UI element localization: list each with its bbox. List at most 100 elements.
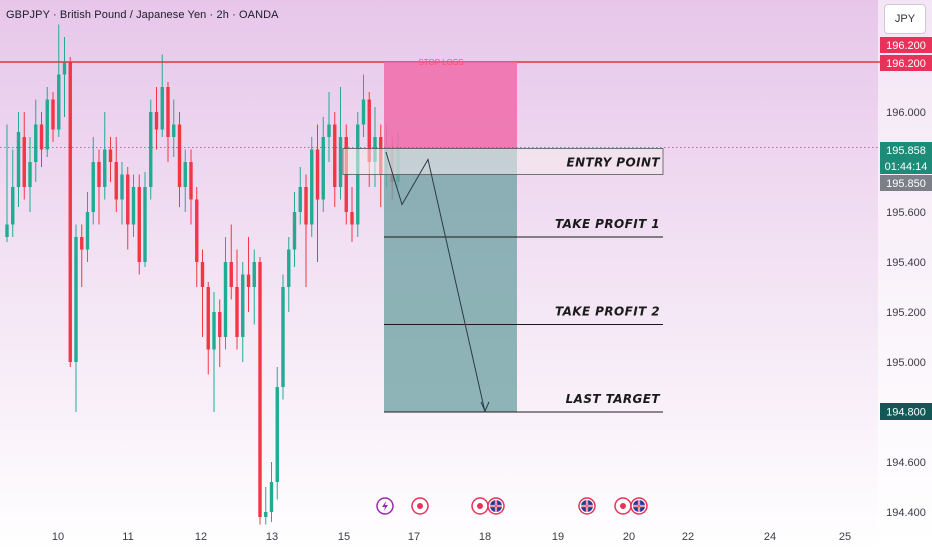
time-tick-label: 24 bbox=[764, 531, 776, 543]
price-tick-label: 195.600 bbox=[886, 207, 926, 219]
candle-body bbox=[206, 287, 210, 350]
candle-body bbox=[292, 212, 297, 250]
candle-series bbox=[5, 24, 400, 525]
candle-body bbox=[166, 87, 170, 137]
currency-button[interactable]: JPY bbox=[884, 4, 926, 34]
time-tick-label: 13 bbox=[266, 531, 278, 543]
current-price-tag-bg[interactable] bbox=[880, 142, 932, 158]
current-price-tag[interactable]: 195.858 bbox=[886, 145, 926, 157]
take-profit-1-label: TAKE PROFIT 1 bbox=[555, 217, 660, 231]
candle-body bbox=[160, 87, 164, 130]
symbol-title[interactable]: GBPJPY · British Pound / Japanese Yen · … bbox=[6, 9, 279, 21]
price-tick-label: 195.200 bbox=[886, 307, 926, 319]
resistance-price-tag-1-bg[interactable] bbox=[880, 37, 932, 53]
candle-body bbox=[114, 162, 118, 200]
candle-body bbox=[5, 224, 9, 237]
candle-body bbox=[108, 149, 113, 162]
candle-body bbox=[62, 62, 67, 75]
candle-body bbox=[68, 62, 72, 362]
candle-body bbox=[91, 162, 95, 212]
candle-body bbox=[131, 187, 136, 225]
candle-body bbox=[235, 287, 239, 337]
candle-body bbox=[281, 287, 285, 387]
price-tick-label: 194.400 bbox=[886, 507, 926, 519]
time-tick-label: 11 bbox=[122, 531, 133, 543]
candle-body bbox=[310, 149, 314, 225]
event-markers[interactable] bbox=[376, 497, 648, 515]
candle-body bbox=[229, 262, 233, 287]
candle-body bbox=[338, 137, 343, 187]
candle-body bbox=[137, 187, 141, 262]
bar-countdown-tag-bg[interactable] bbox=[880, 158, 932, 174]
candle-body bbox=[264, 512, 268, 517]
candle-body bbox=[126, 174, 130, 225]
candle-body bbox=[80, 237, 84, 250]
candle-body bbox=[34, 124, 38, 162]
candle-body bbox=[74, 237, 78, 362]
time-tick-label: 15 bbox=[338, 531, 350, 543]
last-target-label: LAST TARGET bbox=[566, 392, 661, 406]
last-target-price-tag-bg[interactable] bbox=[880, 403, 932, 420]
candle-body bbox=[333, 124, 337, 187]
resistance-price-tag-2-bg[interactable] bbox=[880, 55, 932, 71]
entry-price-tag-bg[interactable] bbox=[880, 175, 932, 191]
bar-countdown-tag[interactable]: 01:44:14 bbox=[885, 161, 928, 173]
candle-body bbox=[212, 312, 216, 350]
candle-body bbox=[361, 99, 366, 125]
target-zone bbox=[384, 149, 517, 412]
price-axis-panel[interactable] bbox=[878, 0, 932, 550]
candle-body bbox=[149, 112, 153, 187]
candle-body bbox=[258, 262, 262, 517]
candle-body bbox=[177, 124, 182, 187]
candle-body bbox=[11, 187, 15, 225]
candle-body bbox=[195, 199, 199, 262]
time-tick-label: 19 bbox=[552, 531, 564, 543]
time-axis[interactable]: 10 11 12 13 15 17 18 19 20 22 24 25 bbox=[52, 531, 851, 543]
last-target-price-tag[interactable]: 194.800 bbox=[886, 407, 926, 419]
price-tick-label: 195.000 bbox=[886, 357, 926, 369]
candle-body bbox=[298, 187, 302, 212]
time-tick-label: 25 bbox=[839, 531, 851, 543]
candle-body bbox=[246, 274, 251, 287]
time-tick-label: 17 bbox=[408, 531, 420, 543]
candle-body bbox=[45, 99, 49, 150]
candle-body bbox=[350, 212, 354, 225]
candle-body bbox=[120, 174, 124, 200]
candle-body bbox=[22, 137, 26, 187]
time-tick-label: 20 bbox=[623, 531, 635, 543]
time-tick-label: 18 bbox=[479, 531, 491, 543]
candle-body bbox=[200, 262, 205, 287]
lightning-glyph bbox=[382, 501, 388, 511]
candle-body bbox=[287, 249, 291, 287]
candle-body bbox=[367, 99, 371, 162]
candle-body bbox=[327, 124, 331, 137]
price-axis[interactable]: 196.000 195.600 195.400 195.200 195.000 194.6… bbox=[880, 37, 932, 519]
candle-body bbox=[223, 262, 228, 337]
stop-loss-zone bbox=[384, 62, 517, 150]
time-tick-label: 22 bbox=[682, 531, 694, 543]
entry-point-label: ENTRY POINT bbox=[566, 156, 660, 170]
candle-body bbox=[304, 187, 308, 225]
candle-body bbox=[189, 162, 193, 200]
entry-price-tag[interactable]: 195.850 bbox=[886, 178, 926, 190]
candle-body bbox=[315, 149, 320, 200]
candle-body bbox=[16, 132, 21, 187]
candle-body bbox=[97, 162, 101, 187]
resistance-price-tag-1[interactable]: 196.200 bbox=[886, 40, 926, 52]
projected-path bbox=[385, 151, 486, 413]
candle-body bbox=[51, 99, 55, 130]
time-tick-label: 12 bbox=[195, 531, 207, 543]
event-dot-center bbox=[477, 503, 483, 509]
resistance-price-tag-2[interactable]: 196.200 bbox=[886, 58, 926, 70]
event-dot-center bbox=[620, 503, 626, 509]
candle-body bbox=[269, 482, 274, 512]
candle-body bbox=[183, 162, 187, 187]
stop-loss-label: STOP LOSS bbox=[418, 58, 463, 67]
candle-body bbox=[172, 124, 176, 137]
take-profit-2-label: TAKE PROFIT 2 bbox=[555, 305, 660, 319]
candle-body bbox=[57, 74, 61, 130]
candle-body bbox=[154, 112, 159, 130]
candle-body bbox=[103, 149, 107, 187]
